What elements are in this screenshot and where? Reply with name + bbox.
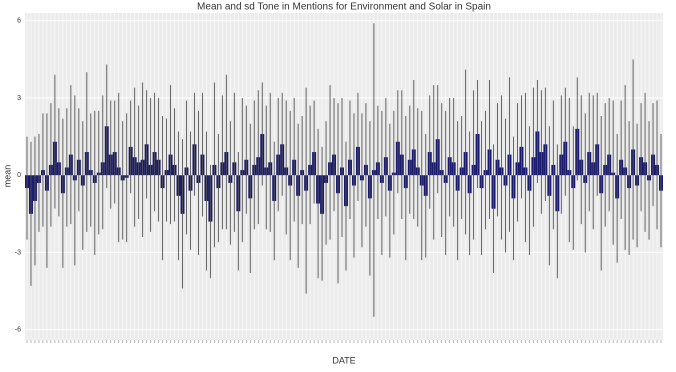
- y-axis-label: mean: [2, 165, 12, 188]
- y-tick-label: 6: [17, 18, 21, 25]
- y-tick-label: -3: [15, 249, 21, 256]
- x-axis-label: DATE: [332, 355, 355, 365]
- chart-title: Mean and sd Tone in Mentions for Environ…: [197, 2, 491, 13]
- y-tick-label: 3: [17, 95, 21, 102]
- y-tick-label: 0: [17, 172, 21, 179]
- y-tick-label: -6: [15, 327, 21, 334]
